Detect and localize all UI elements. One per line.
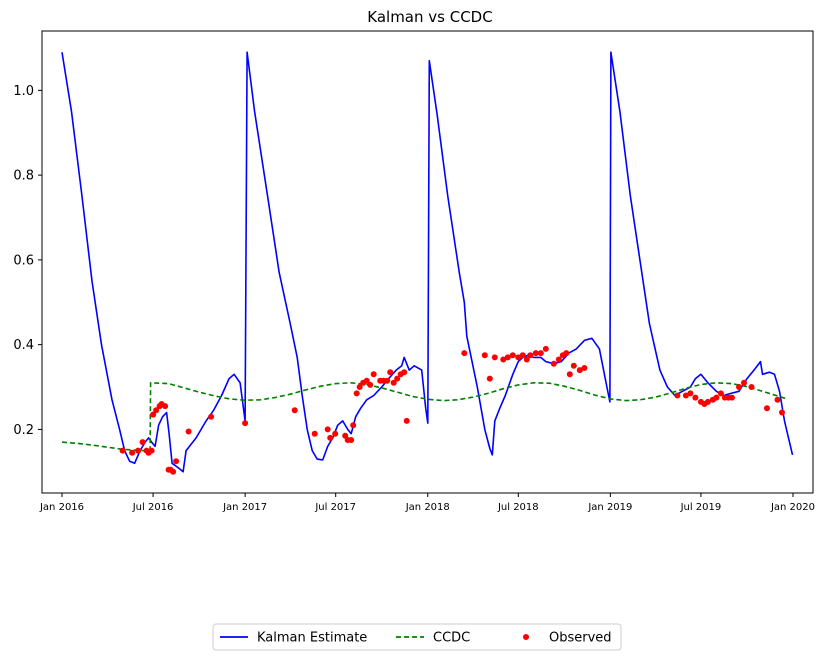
x-tick-label: Jul 2019 [680,502,722,513]
observed-point [353,390,360,397]
observed-point [208,413,215,420]
observed-point [384,377,391,384]
observed-point [537,350,544,357]
observed-point [135,447,142,454]
observed-point [741,379,747,386]
observed-point [687,390,694,397]
observed-point [150,411,157,418]
x-tick-label: Jan 2018 [405,502,450,513]
observed-point [153,407,160,414]
legend-label-observed: Observed [549,631,612,646]
y-tick-label: 0.6 [13,253,34,268]
y-tick-label: 0.4 [13,338,34,353]
observed-point [367,381,374,388]
y-tick-label: 1.0 [13,84,34,99]
observed-point [481,352,488,359]
observed-point [162,403,169,410]
observed-point [555,356,562,363]
observed-point [119,447,126,454]
observed-point [542,345,549,352]
observed-point [570,362,577,369]
observed-point [500,356,507,363]
observed-point [704,398,711,405]
observed-point [242,420,249,427]
observed-point [682,392,689,399]
observed-point [185,428,192,435]
x-tick-label: Jul 2017 [314,502,356,513]
observed-point [363,377,370,384]
observed-point [764,405,770,412]
observed-point [532,350,539,357]
observed-point [350,422,357,429]
observed-point [461,350,468,357]
legend-label-kalman-estimate: Kalman Estimate [257,631,367,646]
observed-point [387,369,394,376]
observed-point [390,379,397,386]
plot-area [61,51,794,475]
observed-point [370,371,377,378]
observed-point [515,354,522,361]
observed-point [519,352,526,359]
x-tick-label: Jul 2018 [497,502,539,513]
observed-point [581,365,588,371]
series-line-kalman-estimate [61,51,794,473]
legend-swatch-observed [523,634,529,640]
observed-point [356,384,363,390]
observed-point [311,430,318,437]
observed-point [170,468,177,475]
x-tick-label: Jan 2019 [587,502,632,513]
observed-point [692,394,699,401]
y-axis: 0.2 0.4 0.6 0.8 1.0 [13,84,42,438]
observed-point [139,439,146,446]
observed-point [394,375,401,382]
y-tick-label: 0.2 [13,423,34,438]
observed-point [348,437,355,443]
observed-point [523,356,530,363]
observed-point [563,350,570,357]
observed-point [736,384,742,390]
observed-point [774,396,781,403]
observed-point [327,434,334,441]
observed-point [527,352,534,359]
x-tick-label: Jan 2020 [770,502,815,513]
observed-point [148,447,155,454]
series-line-ccdc [61,382,788,452]
y-tick-label: 0.8 [13,169,34,184]
chart-title: Kalman vs CCDC [367,8,492,26]
observed-point [717,390,724,397]
observed-point [550,360,557,367]
observed-point [129,449,136,456]
observed-point [491,354,498,361]
observed-point [674,392,681,399]
observed-point [576,367,583,374]
observed-point [403,417,410,424]
observed-point [291,407,298,414]
observed-point [779,409,785,416]
x-axis: Jan 2016 Jul 2016 Jan 2017 Jul 2017 Jan 2018… [39,493,815,513]
observed-point [486,375,493,382]
observed-point [324,426,331,433]
observed-point [748,384,755,390]
observed-point [401,369,408,376]
x-tick-label: Jan 2017 [222,502,267,513]
observed-point [713,394,720,401]
legend: Kalman Estimate CCDC Observed [212,623,622,651]
legend-label-ccdc: CCDC [433,631,470,646]
x-tick-label: Jul 2016 [132,502,174,513]
observed-point [332,430,339,437]
x-tick-label: Jan 2016 [39,502,84,513]
observed-point [173,458,180,465]
observed-point [509,352,516,359]
observed-point [504,354,511,361]
observed-point [728,394,735,401]
observed-point [566,371,573,378]
